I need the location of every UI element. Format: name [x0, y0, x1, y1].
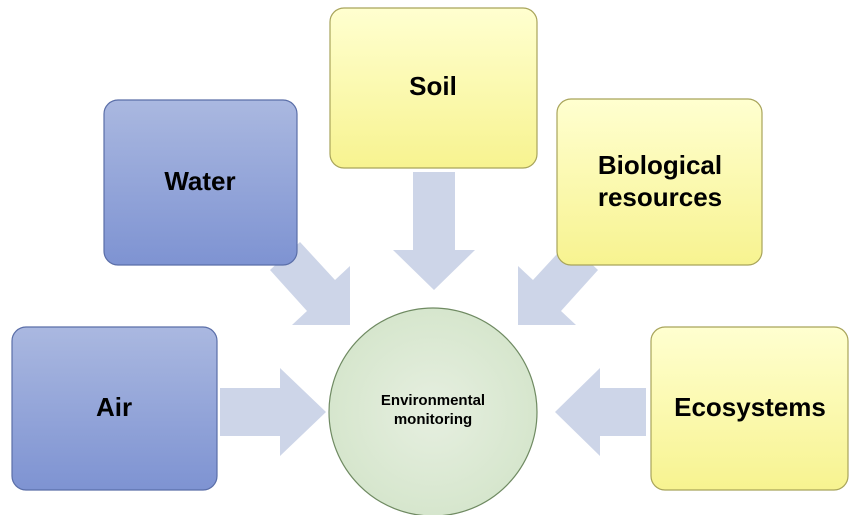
- node-box: [11, 326, 218, 491]
- node-label: Air: [96, 392, 132, 422]
- arrow-soil: [393, 172, 475, 290]
- center-label: monitoring: [394, 411, 472, 428]
- node-label: resources: [598, 182, 722, 212]
- node-box: [650, 326, 849, 491]
- node-label: Ecosystems: [674, 392, 826, 422]
- center-label: Environmental: [381, 392, 485, 409]
- node-label: Water: [164, 166, 235, 196]
- node-label: Soil: [409, 71, 457, 101]
- arrow-air: [220, 368, 326, 456]
- node-box: [329, 7, 538, 169]
- center-circle: [328, 307, 538, 515]
- node-box: [103, 99, 298, 266]
- node-box: [556, 98, 763, 266]
- node-label: Biological: [598, 150, 722, 180]
- arrow-ecosystems: [555, 368, 646, 456]
